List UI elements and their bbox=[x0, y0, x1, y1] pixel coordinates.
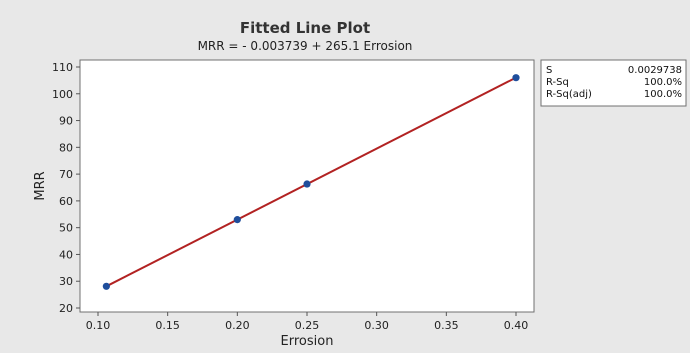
data-points-layer bbox=[102, 74, 520, 290]
x-tick-label: 0.25 bbox=[295, 319, 320, 332]
y-tick-label: 110 bbox=[52, 61, 73, 74]
data-point bbox=[303, 180, 311, 188]
y-axis-label: MRR bbox=[33, 171, 48, 200]
y-tick-label: 90 bbox=[59, 115, 73, 128]
stats-box: S 0.0029738 R-Sq 100.0% R-Sq(adj) 100.0% bbox=[540, 59, 687, 107]
stats-rows: S 0.0029738 R-Sq 100.0% R-Sq(adj) 100.0% bbox=[546, 65, 682, 100]
x-tick-label: 0.30 bbox=[364, 319, 389, 332]
y-axis: 20 30 40 50 60 70 80 90 100 110 bbox=[52, 61, 80, 315]
stats-label: S bbox=[546, 65, 552, 76]
x-tick-label: 0.40 bbox=[504, 319, 529, 332]
chart-subtitle: MRR = - 0.003739 + 265.1 Errosion bbox=[198, 39, 413, 53]
stats-label: R-Sq bbox=[546, 77, 569, 88]
y-tick-label: 80 bbox=[59, 141, 73, 154]
x-tick-label: 0.35 bbox=[434, 319, 459, 332]
stats-value: 100.0% bbox=[644, 77, 682, 88]
stats-label: R-Sq(adj) bbox=[546, 89, 592, 100]
data-point bbox=[233, 216, 241, 224]
y-tick-label: 20 bbox=[59, 302, 73, 315]
stats-value: 100.0% bbox=[644, 89, 682, 100]
y-tick-label: 30 bbox=[59, 275, 73, 288]
fit-line-layer bbox=[105, 76, 517, 288]
x-axis-label: Errosion bbox=[281, 334, 334, 349]
x-tick-label: 0.20 bbox=[225, 319, 250, 332]
y-tick-label: 70 bbox=[59, 168, 73, 181]
data-point bbox=[512, 74, 520, 82]
y-tick-label: 60 bbox=[59, 195, 73, 208]
stats-box-frame bbox=[540, 59, 687, 107]
data-point bbox=[102, 282, 110, 290]
x-tick-label: 0.10 bbox=[86, 319, 111, 332]
x-tick-label: 0.15 bbox=[155, 319, 180, 332]
stats-value: 0.0029738 bbox=[628, 65, 682, 76]
x-axis: 0.10 0.15 0.20 0.25 0.30 0.35 0.40 bbox=[86, 312, 529, 332]
y-tick-label: 100 bbox=[52, 88, 73, 101]
chart-title: Fitted Line Plot bbox=[240, 19, 370, 37]
y-tick-label: 50 bbox=[59, 222, 73, 235]
y-tick-label: 40 bbox=[59, 248, 73, 261]
fitted-regression-line bbox=[105, 76, 517, 288]
